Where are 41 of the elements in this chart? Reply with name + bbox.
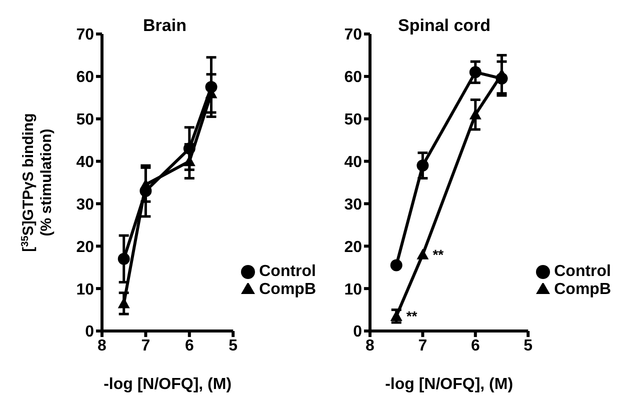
- y-tick-label: 20: [344, 238, 362, 256]
- y-tick-label: 50: [76, 112, 94, 129]
- y-tick-label: 30: [76, 196, 94, 214]
- x-tick-label: 6: [470, 337, 480, 354]
- x-tick-label: 8: [366, 337, 375, 354]
- point: [469, 66, 482, 78]
- point: [390, 310, 402, 321]
- x-tick-label: 8: [98, 337, 107, 354]
- y-tick-label: 0: [353, 324, 362, 341]
- x-axis-title: -log [N/OFQ], (M): [104, 376, 232, 393]
- chart-title: Brain: [143, 16, 186, 36]
- chart-title: Spinal cord: [398, 16, 491, 36]
- y-tick-label: 40: [76, 154, 94, 171]
- y-tick-label: 30: [344, 196, 362, 214]
- y-tick-label: 70: [344, 26, 362, 44]
- point: [183, 142, 196, 155]
- legend-label: CompB: [259, 281, 316, 298]
- legend-label: CompB: [554, 281, 611, 298]
- y-tick-label: 70: [76, 26, 94, 44]
- y-tick-label: 60: [76, 69, 94, 86]
- x-tick-label: 5: [228, 337, 238, 354]
- point: [118, 252, 130, 265]
- y-tick-label: 20: [76, 238, 94, 256]
- y-tick-label: 40: [344, 154, 362, 171]
- legend-label: Control: [554, 263, 611, 280]
- y-tick-label: 10: [344, 281, 362, 298]
- x-tick-label: 6: [184, 337, 194, 354]
- point: [416, 248, 429, 260]
- y-tick-label: 10: [76, 281, 94, 298]
- x-tick-label: 7: [141, 337, 150, 354]
- point: [416, 160, 429, 172]
- y-tick-label: 50: [344, 112, 362, 129]
- legend-label: Control: [259, 263, 316, 280]
- annotation: **: [406, 308, 418, 324]
- x-tick-label: 7: [418, 337, 428, 354]
- x-axis-title: -log [N/OFQ], (M): [385, 376, 514, 393]
- point: [390, 259, 402, 272]
- y-tick-label: 0: [85, 324, 94, 341]
- x-tick-label: 5: [524, 337, 533, 354]
- y-tick-label: 60: [344, 69, 362, 86]
- annotation: **: [432, 246, 444, 263]
